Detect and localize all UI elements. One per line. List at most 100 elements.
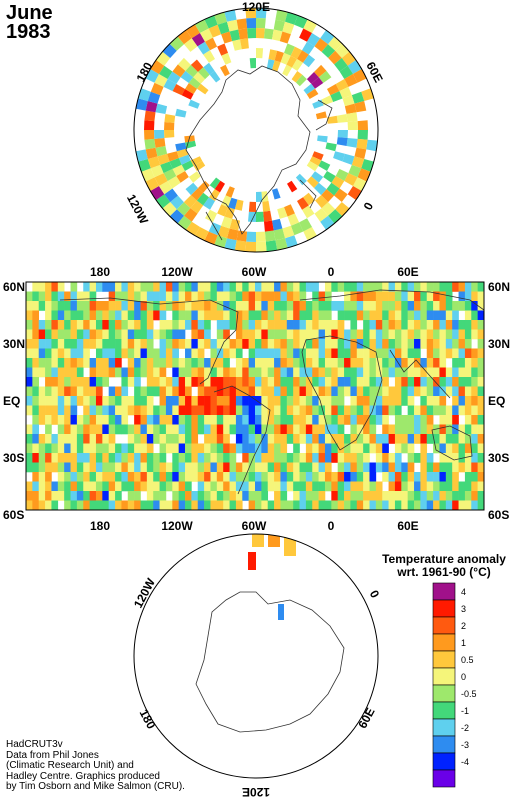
- anomaly-cell: [414, 434, 421, 444]
- anomaly-cell: [153, 462, 160, 473]
- anomaly-cell: [344, 453, 351, 463]
- anomaly-cell: [134, 491, 141, 501]
- anomaly-cell: [267, 301, 275, 311]
- anomaly-cell: [242, 424, 249, 435]
- anomaly-cell: [197, 396, 205, 406]
- title-month: June: [6, 2, 53, 24]
- anomaly-cell: [38, 301, 46, 311]
- anomaly-cell: [216, 377, 224, 387]
- anomaly-cell: [95, 396, 103, 406]
- credits-line: HadCRUT3v: [6, 739, 63, 750]
- anomaly-cell: [477, 367, 484, 378]
- anomaly-cell: [255, 434, 262, 444]
- anomaly-cell: [445, 329, 453, 340]
- anomaly-cell: [229, 491, 237, 501]
- anomaly-cell: [204, 301, 211, 311]
- legend-title: Temperature anomaly wrt. 1961-90 (°C): [376, 553, 512, 579]
- anomaly-cell: [261, 301, 269, 311]
- anomaly-cell: [229, 386, 237, 397]
- anomaly-cell: [223, 358, 230, 368]
- anomaly-cell: [426, 339, 434, 349]
- legend-label: -1: [461, 706, 469, 716]
- anomaly-cell: [83, 358, 90, 368]
- anomaly-cell: [191, 367, 199, 378]
- anomaly-cell: [70, 282, 78, 292]
- anomaly-cell: [127, 329, 135, 340]
- anomaly-cell: [464, 377, 472, 387]
- anomaly-cell: [223, 367, 230, 378]
- anomaly-cell: [477, 443, 484, 454]
- anomaly-cell: [471, 358, 478, 368]
- anomaly-cell: [426, 282, 434, 292]
- anomaly-cell: [172, 491, 179, 501]
- anomaly-cell: [477, 424, 484, 435]
- anomaly-cell: [38, 481, 46, 492]
- anomaly-cell: [256, 211, 264, 222]
- anomaly-cell: [426, 434, 434, 444]
- anomaly-cell: [38, 358, 46, 368]
- anomaly-cell: [57, 367, 65, 378]
- anomaly-cell: [204, 481, 211, 492]
- anomaly-cell: [197, 453, 205, 463]
- anomaly-cell: [394, 453, 402, 463]
- anomaly-cell: [210, 405, 218, 416]
- anomaly-cell: [363, 329, 370, 340]
- anomaly-cell: [248, 500, 256, 510]
- anomaly-cell: [51, 339, 59, 349]
- anomaly-cell: [210, 424, 218, 435]
- anomaly-cell: [477, 377, 484, 387]
- anomaly-cell: [248, 481, 256, 492]
- anomaly-cell: [323, 171, 336, 183]
- anomaly-cell: [221, 216, 233, 229]
- anomaly-cell: [331, 472, 338, 482]
- anomaly-cell: [64, 453, 71, 463]
- legend-title-line1: Temperature anomaly: [382, 552, 506, 566]
- anomaly-cell: [45, 434, 52, 444]
- anomaly-cell: [324, 320, 332, 330]
- anomaly-cell: [102, 434, 109, 444]
- anomaly-cell: [394, 481, 402, 492]
- anomaly-cell: [235, 500, 243, 510]
- anomaly-cell: [127, 367, 135, 378]
- anomaly-cell: [363, 320, 370, 330]
- anomaly-cell: [414, 405, 421, 416]
- anomaly-cell: [394, 405, 402, 416]
- anomaly-cell: [394, 377, 402, 387]
- anomaly-cell: [337, 320, 345, 330]
- anomaly-cell: [146, 443, 154, 454]
- legend-label: -0.5: [461, 689, 477, 699]
- anomaly-cell: [146, 396, 154, 406]
- anomaly-cell: [255, 396, 262, 406]
- anomaly-cell: [267, 462, 275, 473]
- anomaly-cell: [285, 12, 298, 25]
- anomaly-cell: [214, 235, 227, 248]
- bottom-lon-label: 0: [328, 519, 335, 533]
- legend-label: -4: [461, 757, 469, 767]
- anomaly-cell: [140, 481, 148, 492]
- anomaly-cell: [267, 415, 275, 425]
- anomaly-cell: [356, 301, 364, 311]
- anomaly-cell: [150, 186, 165, 200]
- anomaly-cell: [286, 348, 294, 359]
- anomaly-cell: [95, 310, 103, 321]
- anomaly-cell: [414, 500, 421, 510]
- anomaly-cell: [138, 88, 151, 101]
- anomaly-cell: [134, 415, 141, 425]
- anomaly-cell: [45, 310, 52, 321]
- anomaly-cell: [153, 377, 160, 387]
- anomaly-cell: [223, 424, 230, 435]
- anomaly-cell: [185, 367, 192, 378]
- anomaly-cell: [286, 415, 294, 425]
- anomaly-cell: [223, 462, 230, 473]
- anomaly-cell: [57, 386, 65, 397]
- anomaly-cell: [286, 291, 294, 302]
- anomaly-cell: [350, 282, 358, 292]
- anomaly-cell: [354, 147, 367, 159]
- anomaly-cell: [185, 64, 198, 78]
- anomaly-cell: [299, 491, 307, 501]
- anomaly-cell: [388, 462, 396, 473]
- anomaly-cell: [185, 377, 192, 387]
- anomaly-cell: [274, 50, 284, 63]
- anomaly-cell: [299, 386, 307, 397]
- anomaly-cell: [477, 282, 484, 292]
